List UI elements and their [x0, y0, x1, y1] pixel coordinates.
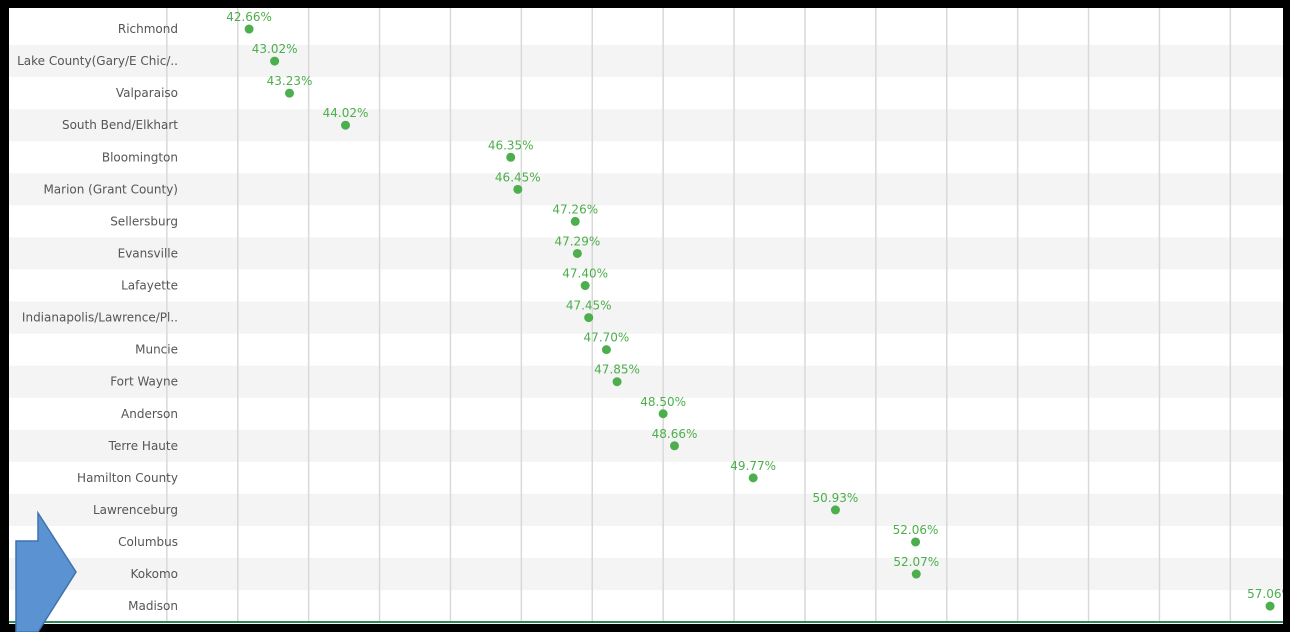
value-label: 47.29% [554, 234, 600, 248]
data-point[interactable] [580, 281, 590, 291]
data-point[interactable] [669, 441, 679, 451]
category-label: Bloomington [102, 150, 178, 164]
row-band [9, 45, 1283, 78]
category-label: Evansville [118, 246, 178, 260]
data-point[interactable] [1265, 601, 1275, 611]
data-point[interactable] [584, 313, 594, 323]
dot-plot-chart: Richmond Lake County(Gary/E Chic/.. Valpar… [9, 8, 1283, 623]
value-label: 50.93% [813, 491, 859, 505]
value-label: 42.66% [226, 10, 272, 24]
category-label: Valparaiso [116, 86, 178, 100]
category-label: South Bend/Elkhart [62, 118, 178, 132]
category-label: Muncie [135, 343, 178, 357]
value-label: 52.06% [893, 523, 939, 537]
category-label: Sellersburg [110, 214, 178, 228]
category-label: Fort Wayne [110, 375, 178, 389]
data-point[interactable] [658, 409, 668, 419]
category-label: Marion (Grant County) [43, 182, 178, 196]
row-band [9, 109, 1283, 142]
row-band [9, 429, 1283, 462]
category-label: Lake County(Gary/E Chic/.. [17, 54, 178, 68]
data-point[interactable] [601, 345, 611, 355]
row-band [9, 173, 1283, 206]
data-point[interactable] [748, 473, 758, 483]
data-point[interactable] [911, 537, 921, 547]
data-point[interactable] [572, 248, 582, 258]
row-band [9, 237, 1283, 270]
data-point[interactable] [506, 152, 516, 162]
value-label: 43.23% [267, 74, 313, 88]
value-label: 44.02% [323, 106, 369, 120]
category-label: Indianapolis/Lawrence/Pl.. [22, 311, 178, 325]
data-point[interactable] [911, 569, 921, 579]
value-label: 47.45% [566, 299, 612, 313]
category-label: Hamilton County [77, 471, 178, 485]
row-band [9, 493, 1283, 526]
value-label: 48.66% [652, 427, 698, 441]
value-label: 46.35% [488, 138, 534, 152]
data-point[interactable] [570, 216, 580, 226]
value-label: 47.40% [562, 267, 608, 281]
data-point[interactable] [513, 184, 523, 194]
data-point[interactable] [285, 88, 295, 98]
category-label: Lafayette [121, 279, 178, 293]
value-label: 47.26% [552, 202, 598, 216]
value-label: 47.70% [584, 331, 630, 345]
row-band [9, 365, 1283, 398]
category-label: Richmond [118, 22, 178, 36]
category-label: Columbus [118, 535, 178, 549]
value-label: 47.85% [594, 363, 640, 377]
data-point[interactable] [341, 120, 351, 130]
category-label: Lawrenceburg [93, 503, 178, 517]
row-band [9, 301, 1283, 334]
data-point[interactable] [244, 24, 254, 34]
data-point[interactable] [612, 377, 622, 387]
chart-frame: Richmond Lake County(Gary/E Chic/.. Valpar… [9, 8, 1283, 624]
value-label: 49.77% [730, 459, 776, 473]
category-label: Anderson [121, 407, 178, 421]
data-point[interactable] [830, 505, 840, 515]
value-label: 48.50% [640, 395, 686, 409]
category-label: Kokomo [130, 567, 178, 581]
value-label: 52.07% [893, 555, 939, 569]
value-label: 57.06% [1247, 587, 1283, 601]
category-label: Madison [128, 599, 178, 613]
category-label: Terre Haute [108, 439, 178, 453]
row-band [9, 558, 1283, 591]
value-label: 43.02% [252, 42, 298, 56]
data-point[interactable] [270, 56, 280, 66]
value-label: 46.45% [495, 170, 541, 184]
